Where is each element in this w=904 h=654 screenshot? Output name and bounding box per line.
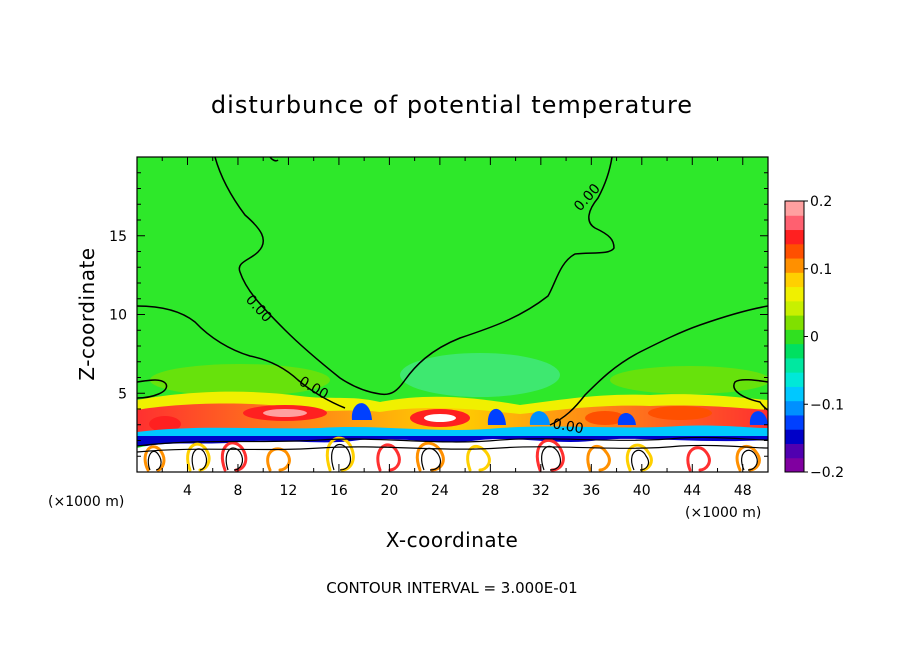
y-unit-label: (×1000 m)	[48, 494, 124, 510]
colorbar-tick-label: 0.2	[810, 194, 832, 210]
zero-contour-right-low	[549, 305, 768, 426]
zero-contour-left-edge	[137, 379, 168, 399]
field-warm-right	[610, 366, 768, 394]
x-tick-label: 40	[633, 483, 651, 499]
chart-title: disturbunce of potential temperature	[211, 91, 693, 119]
plume-contour	[147, 450, 162, 471]
colorbar-swatch	[785, 429, 804, 444]
plot-area: 0.00 0.00 0.00 0.00	[137, 157, 768, 472]
colorbar-tick-label: 0	[810, 330, 819, 346]
x-tick-label: 48	[734, 483, 752, 499]
plume	[415, 441, 445, 472]
plume-contour	[741, 449, 758, 471]
cold-bubble	[749, 411, 768, 425]
field-cool-zone	[400, 353, 560, 397]
plume	[466, 445, 491, 472]
contour-label: 0.00	[551, 416, 584, 437]
plume	[376, 443, 401, 472]
x-axis-title: X-coordinate	[386, 528, 519, 552]
x-tick-label: 28	[481, 483, 499, 499]
field-warm-left	[150, 364, 330, 396]
y-axis: 5 10 15	[109, 172, 768, 457]
plume	[686, 446, 711, 472]
x-tick-label: 4	[183, 483, 192, 499]
contour-interval-note: CONTOUR INTERVAL = 3.000E-01	[326, 579, 577, 597]
plume	[625, 443, 653, 472]
hot-spot	[149, 416, 181, 432]
cold-bubble	[617, 412, 636, 425]
hot-spot	[424, 414, 456, 422]
plume	[735, 445, 761, 472]
plume-contour	[631, 449, 650, 471]
colorbar-swatch	[785, 201, 804, 216]
zero-contour-right-edge	[733, 378, 768, 411]
colorbar-tick-label: 0.1	[810, 262, 832, 278]
colorbar-swatch	[785, 300, 804, 316]
x-tick-label: 36	[582, 483, 600, 499]
colorbar-swatch	[785, 243, 804, 259]
plume	[325, 436, 355, 472]
colorbar-swatch	[785, 414, 804, 430]
colorbar-ticks: 0.2 0.1 0 −0.1 −0.2	[804, 194, 844, 481]
y-tick-label: 15	[109, 229, 127, 245]
plume	[186, 442, 211, 472]
colorbar-swatch	[785, 372, 804, 387]
y-tick-label: 5	[118, 386, 127, 402]
x-axis: 4 8 12 16 20 24 28 32 36 40 44 48	[161, 157, 752, 499]
colorbar	[785, 201, 804, 473]
zero-contours	[137, 157, 768, 426]
plume-contour	[331, 444, 352, 471]
colorbar-swatch	[785, 286, 804, 302]
colorbar-swatch	[785, 315, 804, 330]
hot-spot	[263, 409, 307, 417]
zero-contour-left	[214, 157, 615, 396]
cold-strip-edge	[137, 425, 768, 436]
colorbar-swatch	[785, 343, 804, 359]
cold-bubble	[351, 403, 372, 420]
colorbar-swatch	[785, 229, 804, 245]
colorbar-swatch	[785, 258, 804, 273]
x-tick-label: 20	[380, 483, 398, 499]
hot-spot	[648, 406, 712, 420]
plume	[220, 441, 248, 472]
colorbar-swatch	[785, 357, 804, 373]
hot-spot	[585, 411, 625, 425]
x-tick-label: 12	[280, 483, 298, 499]
cold-bubble	[487, 408, 506, 425]
colorbar-swatch	[785, 386, 804, 402]
plume-contour	[191, 448, 208, 471]
colorbar-tick-label: −0.2	[810, 465, 844, 481]
colorbar-swatch	[785, 329, 804, 345]
plumes	[143, 436, 761, 472]
plume-contour	[137, 436, 768, 447]
cold-bubble	[529, 411, 550, 425]
plume-contours	[137, 436, 768, 471]
plume	[535, 438, 565, 472]
colorbar-swatch	[785, 457, 804, 473]
x-tick-label: 44	[683, 483, 701, 499]
x-tick-label: 32	[532, 483, 550, 499]
x-tick-label: 16	[330, 483, 348, 499]
colorbar-swatch	[785, 443, 804, 459]
y-axis-title: Z-coordinate	[75, 247, 99, 380]
colorbar-swatch	[785, 400, 804, 416]
colorbar-swatch	[785, 272, 804, 288]
plume-contour	[137, 444, 768, 453]
plume-contour	[421, 447, 442, 471]
colorbar-swatch	[785, 215, 804, 231]
x-unit-label: (×1000 m)	[685, 505, 761, 521]
plume-contour	[541, 446, 562, 471]
zero-contour-top-tick	[269, 157, 279, 162]
plume-contour	[225, 447, 244, 471]
y-tick-label: 10	[109, 308, 127, 324]
plume	[586, 445, 611, 472]
x-tick-label: 8	[233, 483, 242, 499]
colorbar-tick-label: −0.1	[810, 397, 844, 413]
x-tick-label: 24	[431, 483, 449, 499]
zero-contour-left-low	[137, 305, 346, 409]
plume	[266, 447, 291, 472]
